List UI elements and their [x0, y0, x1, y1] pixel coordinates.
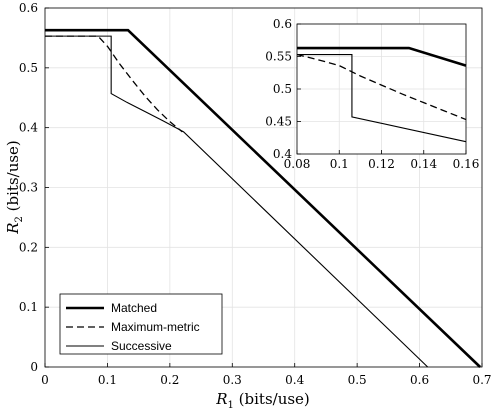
main-x-tick-label: 0.5 — [348, 373, 367, 387]
inset-y-tick-label: 0.4 — [273, 147, 292, 161]
inset-series-dashed — [296, 53, 467, 121]
inset-x-tick-label: 0.08 — [284, 157, 311, 171]
inset-series-thin-solid — [297, 53, 467, 143]
legend: Matched Maximum-metric Successive — [59, 293, 223, 355]
inset-y-tick-label: 0.55 — [265, 50, 292, 64]
legend-items: Matched Maximum-metric Successive — [66, 301, 200, 353]
main-series-layer — [45, 28, 482, 368]
main-x-tick-label: 0.1 — [98, 373, 117, 387]
inset-x-tick-label: 0.12 — [368, 157, 395, 171]
main-x-tick-label: 0.4 — [285, 373, 304, 387]
main-series-thin-solid — [45, 35, 429, 368]
main-x-tick-label: 0.3 — [223, 373, 242, 387]
inset-series-thick-solid — [297, 46, 467, 67]
main-y-tick-label: 0.6 — [19, 1, 38, 15]
main-y-tick-label: 0 — [30, 360, 38, 374]
inset-x-tick-label: 0.14 — [410, 157, 437, 171]
main-x-tick-label: 0.2 — [160, 373, 179, 387]
inset-series-layer — [296, 46, 467, 143]
legend-label: Successive — [111, 339, 172, 353]
main-y-tick-label: 0.5 — [19, 61, 38, 75]
inset-x-tick-label: 0.16 — [453, 157, 480, 171]
legend-box — [59, 293, 223, 355]
legend-label: Maximum-metric — [111, 320, 200, 334]
main-y-tick-label: 0.3 — [19, 181, 38, 195]
main-y-tick-label: 0.1 — [19, 300, 38, 314]
inset-tick-layer: 0.08 0.1 0.12 0.14 0.16 0.4 0.45 0.5 0.55 0.6 — [265, 17, 479, 171]
main-series-thick-solid — [45, 28, 482, 368]
main-x-tick-label: 0.7 — [472, 373, 491, 387]
y-axis-label: R2 (bits/use) — [4, 140, 25, 235]
main-series-dashed — [45, 35, 183, 133]
inset-y-tick-label: 0.6 — [273, 17, 292, 31]
inset-x-tick-label: 0.1 — [330, 157, 349, 171]
main-x-tick-label: 0 — [41, 373, 49, 387]
main-y-tick-label: 0.2 — [19, 240, 38, 254]
main-tick-layer: 0 0.1 0.2 0.3 0.4 0.5 0.6 0.700.10.20.30.40.50.… — [19, 1, 492, 387]
x-axis-label: R1 (bits/use) — [215, 390, 310, 411]
main-y-tick-label: 0.4 — [19, 121, 38, 135]
inset-y-tick-label: 0.5 — [273, 82, 292, 96]
main-x-tick-label: 0.6 — [410, 373, 429, 387]
inset-y-tick-label: 0.45 — [265, 115, 292, 129]
legend-label: Matched — [111, 301, 157, 315]
